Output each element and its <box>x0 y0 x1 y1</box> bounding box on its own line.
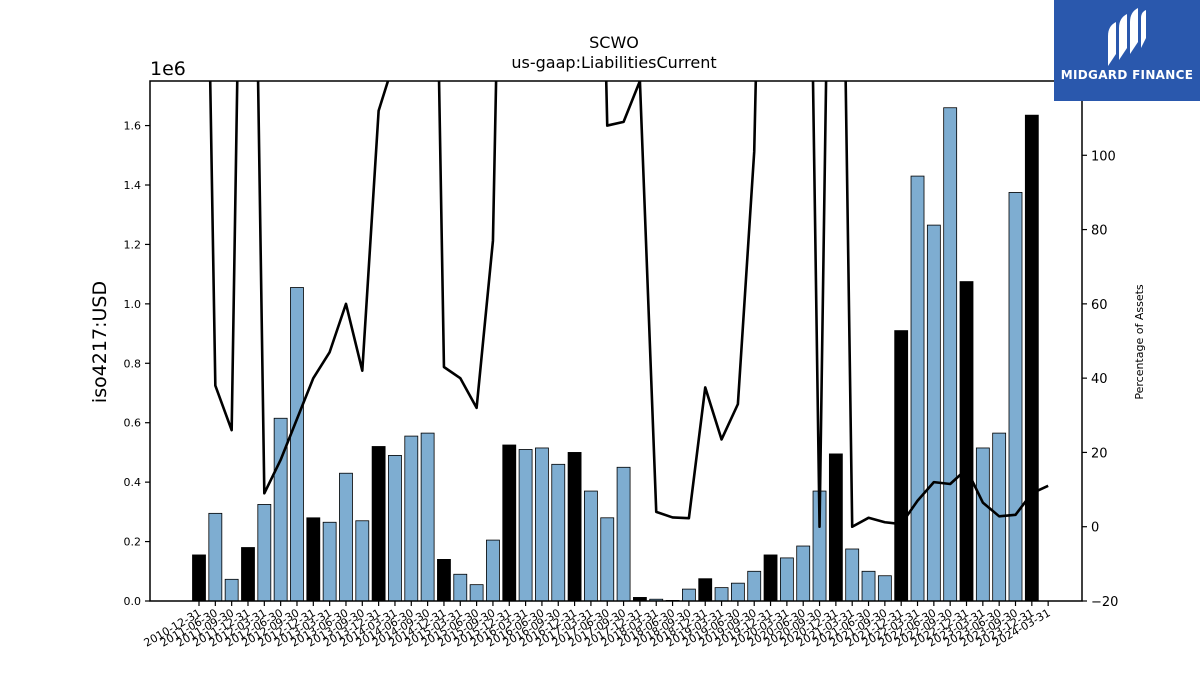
y-tick-label: 1.2 <box>124 238 142 251</box>
y2-tick-label: 0 <box>1091 521 1099 536</box>
bar-2021-03-31 <box>845 548 860 602</box>
bar-2018-12-31 <box>698 578 713 602</box>
line-series-layer <box>208 81 1049 529</box>
y-tick-label: 0.2 <box>124 536 142 549</box>
y2-tick-label: 80 <box>1091 224 1108 239</box>
bar-2011-12-31 <box>241 547 255 602</box>
bar-2014-09-30 <box>420 432 435 602</box>
y-tick-label: 0.0 <box>124 595 142 608</box>
bar-2018-09-30 <box>682 588 696 602</box>
y-tick-label: 1.4 <box>124 179 142 192</box>
y2-tick-label: 100 <box>1091 149 1116 164</box>
bar-2017-09-30 <box>616 466 631 602</box>
bar-2011-06-30 <box>208 512 223 602</box>
bar-2022-09-30 <box>943 107 958 602</box>
y-axis-label: iso4217:USD <box>89 281 111 403</box>
bar-2014-12-31 <box>437 559 451 602</box>
bar-2014-06-30 <box>404 435 419 602</box>
bar-2016-12-31 <box>567 452 582 602</box>
y2-tick-label: 60 <box>1091 298 1108 313</box>
bar-2017-03-31 <box>584 490 598 602</box>
bar-2021-09-30 <box>877 575 892 602</box>
bar-series <box>192 107 1039 602</box>
bar-2016-03-31 <box>518 449 533 602</box>
y2-axis-label: Percentage of Assets <box>1133 284 1146 400</box>
bar-2019-12-31 <box>763 554 778 602</box>
bar-2012-03-31 <box>257 504 272 602</box>
bar-2015-09-30 <box>486 539 500 602</box>
bar-2012-09-30 <box>290 287 304 602</box>
bar-2016-06-30 <box>535 447 549 602</box>
y2-tick-label: 40 <box>1091 372 1108 387</box>
bar-2015-03-31 <box>453 573 468 602</box>
bar-2023-09-30 <box>1008 192 1023 602</box>
bar-2013-09-30 <box>355 520 370 602</box>
bar-2019-06-30 <box>730 582 745 602</box>
plot-frame <box>149 80 1083 602</box>
bar-2014-03-31 <box>388 454 402 602</box>
bar-2021-12-31 <box>894 330 909 602</box>
bar-2019-09-30 <box>747 570 762 602</box>
bar-2019-03-31 <box>714 587 729 602</box>
midgard-finance-logo: MIDGARD FINANCE <box>1054 0 1200 101</box>
bar-2022-06-30 <box>926 224 941 602</box>
y-offset-label: 1e6 <box>150 58 186 80</box>
bar-2023-03-31 <box>975 447 990 602</box>
bar-2020-12-31 <box>828 453 843 602</box>
percentage-of-assets-line <box>208 81 1049 529</box>
bar-2016-09-30 <box>551 463 566 602</box>
bar-2013-03-31 <box>322 521 337 602</box>
y-tick-label: 1.6 <box>124 120 142 133</box>
bar-2022-03-31 <box>910 175 925 602</box>
bar-2017-06-30 <box>600 517 615 602</box>
bar-2015-06-30 <box>469 584 484 602</box>
y2-tick-label: 20 <box>1091 446 1108 461</box>
chart-title: SCWO <box>589 33 639 52</box>
axes: 0.0 0.2 0.4 0.6 0.8 1.0 1.2 1.4 1.6 −20 0 20 40 60 80 1… <box>124 80 1118 650</box>
y-tick-label: 0.8 <box>124 357 142 370</box>
y-tick-label: 0.4 <box>124 476 142 489</box>
bar-2012-12-31 <box>306 517 321 602</box>
bar-2013-06-30 <box>339 472 353 602</box>
bar-2022-12-31 <box>959 281 974 602</box>
bar-2015-12-31 <box>502 444 517 602</box>
y2-tick-label: −20 <box>1091 595 1118 610</box>
chart-subtitle: us-gaap:LiabilitiesCurrent <box>511 53 716 72</box>
bar-2020-03-31 <box>779 557 794 602</box>
midgard-logo-mark-icon <box>1108 8 1146 66</box>
bar-2013-12-31 <box>371 446 386 602</box>
bar-2021-06-30 <box>861 570 876 602</box>
bar-2010-12-31 <box>192 554 206 602</box>
y-tick-label: 0.6 <box>124 417 142 430</box>
bar-2011-09-30 <box>224 578 239 602</box>
logo-text: MIDGARD FINANCE <box>1060 68 1194 82</box>
bar-2020-06-30 <box>796 545 811 602</box>
bar-2023-12-31 <box>1024 114 1039 602</box>
y-tick-label: 1.0 <box>124 298 142 311</box>
